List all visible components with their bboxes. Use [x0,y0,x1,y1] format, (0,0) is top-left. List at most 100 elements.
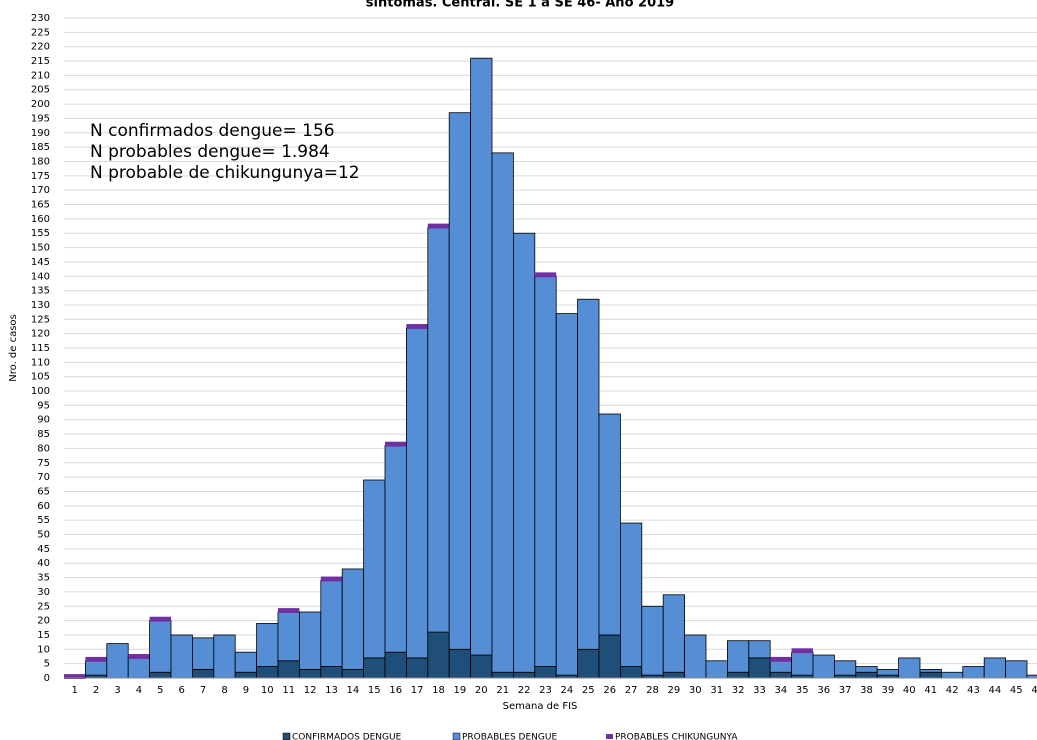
x-tick-label: 10 [261,685,274,696]
bar-segment [513,232,536,673]
y-tick-label: 10 [37,644,50,655]
bar-segment [855,671,878,679]
y-tick-label: 155 [31,228,50,239]
x-tick-label: 8 [221,685,227,696]
bar-segment [941,671,964,679]
legend-swatch [452,732,461,740]
bar-segment [705,660,728,679]
x-tick-label: 4 [136,685,142,696]
y-tick-label: 110 [31,357,50,368]
chik-marker [534,272,557,278]
bar-segment [277,611,300,662]
bar-segment [320,580,343,667]
bar-segment [748,657,771,679]
chik-marker [770,656,792,662]
y-tick-label: 230 [31,13,50,24]
bar-segment [491,152,514,673]
x-tick-label: 31 [710,685,723,696]
bar-segment [363,479,386,659]
x-tick-label: 13 [325,685,338,696]
x-tick-label: 41 [924,685,937,696]
bar-segment [427,227,450,633]
bar-segment [748,640,771,659]
chik-marker [64,674,86,679]
x-tick-label: 23 [539,685,552,696]
x-tick-label: 12 [304,685,317,696]
x-tick-label: 43 [967,685,980,696]
bar-segment [470,654,493,679]
bar-segment [320,666,343,679]
y-tick-label: 60 [37,501,50,512]
chik-marker [128,654,150,659]
bar-segment [405,327,429,659]
bar-segment [298,611,322,670]
x-tick-label: 35 [796,685,809,696]
y-tick-label: 150 [31,243,50,254]
y-tick-label: 145 [31,257,50,268]
y-tick-label: 120 [31,329,50,340]
y-tick-label: 100 [31,386,50,397]
y-tick-label: 205 [31,85,50,96]
y-tick-label: 190 [31,128,50,139]
x-tick-label: 33 [753,685,766,696]
bar-segment [106,643,129,679]
y-tick-label: 5 [44,659,50,670]
annotation: N confirmados dengue= 156 [90,121,335,141]
x-tick-label: 19 [454,685,467,696]
bar-segment [1026,674,1037,679]
bar-segment [149,671,172,679]
bar-segment [470,57,493,656]
y-tick-label: 45 [37,544,50,555]
y-tick-label: 215 [31,56,50,67]
bar-segment [405,657,429,679]
x-tick-label: 11 [282,685,295,696]
bar-segment [662,671,686,679]
bar-segment [919,671,942,679]
y-tick-label: 160 [31,214,50,225]
bar-segment [1005,660,1028,679]
chik-marker [427,223,450,229]
bar-segment [834,660,857,676]
bar-segment [384,651,407,679]
x-tick-label: 22 [518,685,531,696]
chik-marker [278,608,300,613]
y-tick-label: 95 [37,400,50,411]
x-tick-label: 5 [157,685,163,696]
y-tick-label: 210 [31,70,50,81]
bar-segment [684,634,707,679]
y-tick-label: 105 [31,372,50,383]
x-tick-label: 3 [114,685,120,696]
chik-marker [85,656,107,662]
y-tick-label: 135 [31,286,50,297]
x-tick-label: 16 [389,685,402,696]
y-axis-title: Nro. de casos [8,314,19,382]
x-tick-label: 34 [775,685,788,696]
x-tick-label: 21 [496,685,509,696]
y-tick-label: 70 [37,472,50,483]
y-tick-label: 0 [44,673,50,684]
bar-segment [641,605,664,676]
bar-segment [191,668,215,679]
bar-segment [341,568,365,670]
bar-segment [213,634,236,679]
x-tick-label: 2 [93,685,99,696]
bar-segment [170,634,193,679]
bar-segment [876,668,900,676]
x-tick-label: 30 [689,685,702,696]
chik-marker [149,616,171,622]
x-tick-label: 9 [243,685,249,696]
bar-segment [234,651,257,673]
y-tick-label: 170 [31,185,50,196]
y-tick-label: 15 [37,630,50,641]
x-tick-label: 32 [732,685,745,696]
y-tick-label: 20 [37,616,50,627]
x-tick-label: 28 [646,685,659,696]
bar-segment [534,275,557,667]
x-tick-label: 42 [946,685,959,696]
bar-segment [620,666,643,679]
bar-segment [791,651,814,676]
bar-segment [448,112,472,650]
x-tick-label: 27 [625,685,638,696]
